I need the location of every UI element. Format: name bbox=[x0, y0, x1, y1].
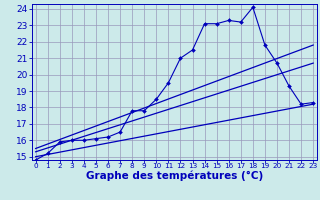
X-axis label: Graphe des températures (°C): Graphe des températures (°C) bbox=[86, 171, 263, 181]
